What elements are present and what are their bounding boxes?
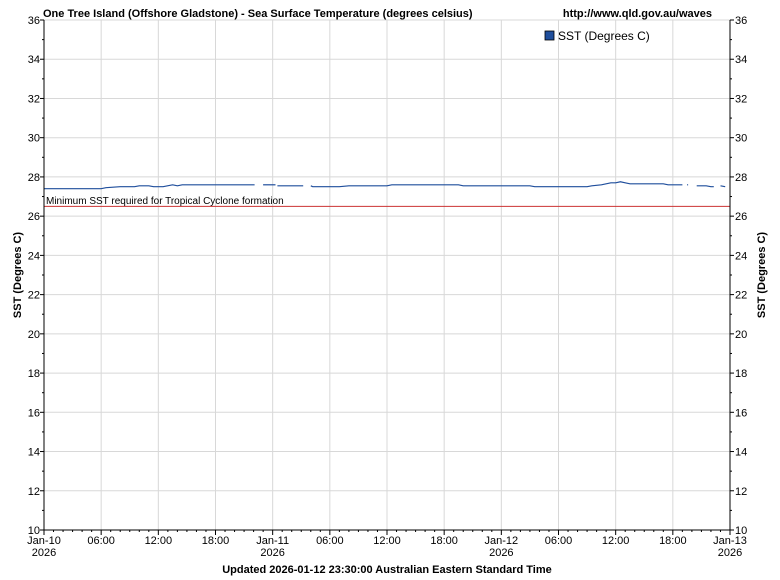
y-tick-label-right: 32 [735, 93, 747, 105]
y-tick-label-left: 10 [28, 525, 40, 537]
y-tick-label-right: 36 [735, 15, 747, 27]
y-tick-label-left: 20 [28, 329, 40, 341]
x-tick-label: 12:00 [602, 535, 630, 547]
y-tick-label-left: 22 [28, 290, 40, 302]
x-tick-label: 12:00 [373, 535, 401, 547]
x-tick-label: 18:00 [659, 535, 687, 547]
x-tick-label: Jan-11 [256, 535, 289, 547]
y-tick-label-right: 24 [735, 250, 747, 262]
y-tick-label-right: 12 [735, 486, 747, 498]
x-tick-sublabel: 2026 [718, 547, 742, 559]
x-tick-label: Jan-12 [485, 535, 519, 547]
x-tick-sublabel: 2026 [489, 547, 513, 559]
x-tick-label: 12:00 [145, 535, 173, 547]
chart-title: One Tree Island (Offshore Gladstone) - S… [43, 8, 473, 20]
x-tick-label: Jan-13 [713, 535, 747, 547]
legend: SST (Degrees C) [544, 29, 650, 43]
series-layer [44, 181, 726, 190]
x-tick-label: 06:00 [316, 535, 344, 547]
legend-label: SST (Degrees C) [558, 29, 650, 43]
y-tick-label-left: 34 [28, 54, 40, 66]
x-tick-sublabel: 2026 [260, 547, 284, 559]
y-tick-label-right: 34 [735, 54, 747, 66]
y-tick-label-left: 36 [28, 15, 40, 27]
threshold-label: Minimum SST required for Tropical Cyclon… [46, 196, 284, 207]
sst-series-line [44, 184, 255, 190]
y-tick-label-right: 16 [735, 407, 747, 419]
y-tick-label-left: 32 [28, 93, 40, 105]
x-tick-label: 06:00 [87, 535, 115, 547]
x-tick-label: 18:00 [202, 535, 230, 547]
grid-lines [44, 19, 730, 531]
y-tick-label-right: 18 [735, 368, 747, 380]
y-tick-label-left: 12 [28, 486, 40, 498]
y-tick-label-left: 24 [28, 250, 40, 262]
y-tick-label-right: 20 [735, 329, 747, 341]
y-tick-label-left: 14 [28, 447, 40, 459]
y-tick-label-right: 30 [735, 133, 747, 145]
y-tick-label-left: 30 [28, 133, 40, 145]
y-tick-label-left: 28 [28, 172, 40, 184]
y-tick-label-right: 22 [735, 290, 747, 302]
y-tick-label-right: 14 [735, 447, 747, 459]
y-axis-title-right: SST (Degrees C) [756, 232, 768, 319]
y-tick-label-left: 16 [28, 407, 40, 419]
tick-labels: 10 10 12 12 14 14 16 16 18 18 20 20 22 22 24 24 26 26 28 28… [27, 15, 747, 559]
x-tick-label: 06:00 [545, 535, 573, 547]
legend-swatch [544, 30, 555, 41]
y-tick-label-right: 10 [735, 525, 747, 537]
sst-series-line [310, 181, 683, 188]
y-tick-label-right: 28 [735, 172, 747, 184]
y-tick-label-right: 26 [735, 211, 747, 223]
y-tick-label-left: 26 [28, 211, 40, 223]
sst-series-line [696, 185, 714, 188]
source-url: http://www.qld.gov.au/waves [563, 8, 712, 20]
x-tick-sublabel: 2026 [32, 547, 56, 559]
sst-series-line [720, 185, 726, 188]
x-tick-label: 18:00 [430, 535, 458, 547]
updated-timestamp: Updated 2026-01-12 23:30:00 Australian E… [222, 564, 552, 576]
y-axis-title-left: SST (Degrees C) [12, 232, 24, 319]
y-tick-label-left: 18 [28, 368, 40, 380]
axes-layer [40, 19, 734, 535]
x-tick-label: Jan-10 [27, 535, 61, 547]
